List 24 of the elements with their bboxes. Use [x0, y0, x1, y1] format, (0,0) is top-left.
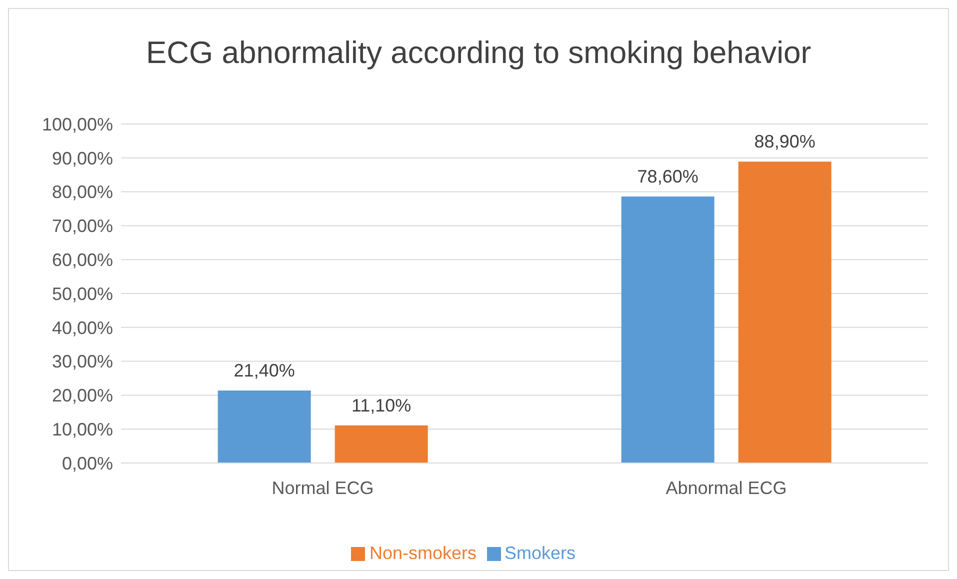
y-tick-label: 50,00%: [52, 284, 113, 304]
y-tick-label: 30,00%: [52, 352, 113, 372]
y-tick-label: 90,00%: [52, 148, 113, 168]
y-tick-label: 20,00%: [52, 386, 113, 406]
x-tick-label: Normal ECG: [272, 478, 374, 498]
data-label: 11,10%: [351, 395, 412, 416]
y-tick-label: 80,00%: [52, 182, 113, 202]
x-tick-label: Abnormal ECG: [666, 478, 787, 498]
y-tick-label: 70,00%: [52, 216, 113, 236]
y-tick-label: 40,00%: [52, 318, 113, 338]
y-tick-label: 0,00%: [62, 453, 113, 474]
bar: [218, 390, 311, 463]
bar: [334, 425, 428, 463]
data-label: 88,90%: [754, 132, 816, 152]
y-tick-label: 60,00%: [52, 250, 113, 270]
data-label: 78,60%: [637, 166, 698, 187]
chart-title: ECG abnormality according to smoking behavior: [144, 35, 812, 71]
y-tick-label: 100,00%: [42, 114, 113, 134]
data-label: 21,40%: [234, 360, 295, 380]
bar: [621, 196, 714, 463]
legend-label: Non-smokers: [369, 543, 476, 563]
bar: [738, 162, 832, 463]
y-tick-label: 10,00%: [52, 419, 113, 440]
legend-label: Smokers: [504, 543, 576, 563]
